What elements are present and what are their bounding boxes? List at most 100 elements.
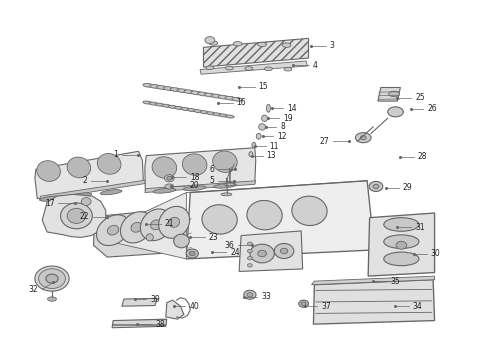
Ellipse shape	[194, 110, 202, 113]
Text: 28: 28	[417, 152, 427, 161]
Polygon shape	[42, 194, 106, 237]
Ellipse shape	[384, 218, 419, 231]
Text: 8: 8	[280, 122, 285, 131]
Ellipse shape	[143, 101, 151, 104]
Ellipse shape	[197, 92, 208, 96]
Ellipse shape	[61, 203, 92, 229]
Ellipse shape	[169, 217, 180, 227]
Ellipse shape	[262, 115, 268, 122]
Polygon shape	[35, 151, 144, 199]
Ellipse shape	[369, 181, 383, 192]
Text: 4: 4	[313, 61, 318, 70]
Ellipse shape	[209, 41, 218, 45]
Text: 17: 17	[45, 199, 54, 208]
Ellipse shape	[280, 248, 288, 254]
Ellipse shape	[267, 104, 270, 112]
Ellipse shape	[98, 153, 121, 174]
Ellipse shape	[35, 266, 69, 291]
Text: 16: 16	[237, 98, 246, 107]
Text: 38: 38	[155, 320, 165, 329]
Ellipse shape	[224, 183, 235, 186]
Ellipse shape	[173, 234, 189, 248]
Ellipse shape	[167, 176, 172, 180]
Ellipse shape	[245, 67, 253, 70]
Ellipse shape	[100, 190, 122, 195]
Text: 6: 6	[209, 165, 214, 174]
Text: 18: 18	[190, 173, 200, 182]
Polygon shape	[314, 280, 435, 324]
Ellipse shape	[247, 201, 282, 230]
Text: 24: 24	[230, 248, 240, 257]
Ellipse shape	[143, 84, 153, 87]
Text: 33: 33	[261, 292, 271, 301]
Ellipse shape	[186, 249, 198, 258]
Text: 26: 26	[427, 104, 437, 113]
Text: 34: 34	[413, 302, 422, 311]
Polygon shape	[200, 61, 308, 74]
Text: 25: 25	[415, 93, 425, 102]
Polygon shape	[106, 193, 186, 259]
Ellipse shape	[258, 42, 267, 46]
Polygon shape	[94, 209, 182, 257]
Text: 14: 14	[287, 104, 296, 113]
Ellipse shape	[70, 193, 92, 198]
Ellipse shape	[67, 157, 91, 178]
Text: 1: 1	[113, 150, 118, 159]
Text: 40: 40	[189, 302, 199, 311]
Text: 11: 11	[270, 142, 279, 151]
Ellipse shape	[202, 205, 237, 234]
Ellipse shape	[37, 161, 60, 181]
Ellipse shape	[259, 124, 266, 130]
Text: 39: 39	[150, 294, 160, 303]
Ellipse shape	[256, 134, 261, 139]
Text: 30: 30	[431, 249, 441, 258]
Ellipse shape	[282, 43, 291, 47]
Ellipse shape	[360, 135, 366, 140]
Ellipse shape	[204, 93, 215, 97]
Ellipse shape	[205, 37, 215, 44]
Ellipse shape	[249, 152, 253, 157]
Polygon shape	[186, 181, 374, 259]
Ellipse shape	[165, 184, 173, 189]
Ellipse shape	[149, 102, 158, 105]
Ellipse shape	[247, 249, 252, 253]
Ellipse shape	[191, 91, 201, 95]
Ellipse shape	[121, 212, 152, 243]
Ellipse shape	[247, 293, 253, 297]
Ellipse shape	[164, 87, 174, 90]
Ellipse shape	[274, 243, 294, 258]
Ellipse shape	[232, 98, 243, 101]
Ellipse shape	[177, 89, 188, 93]
Text: 23: 23	[209, 233, 219, 242]
Ellipse shape	[39, 269, 66, 288]
Ellipse shape	[213, 151, 237, 172]
Ellipse shape	[284, 67, 292, 71]
Ellipse shape	[225, 96, 236, 100]
Text: 15: 15	[259, 82, 269, 91]
Ellipse shape	[258, 250, 267, 257]
Ellipse shape	[396, 241, 407, 249]
Ellipse shape	[175, 107, 183, 109]
Ellipse shape	[152, 157, 177, 178]
Text: 5: 5	[209, 176, 214, 185]
Ellipse shape	[48, 297, 56, 301]
Ellipse shape	[389, 91, 399, 96]
Ellipse shape	[153, 188, 176, 193]
Ellipse shape	[81, 198, 91, 206]
Ellipse shape	[384, 252, 419, 266]
Polygon shape	[40, 180, 147, 200]
Ellipse shape	[213, 113, 221, 116]
Ellipse shape	[187, 109, 196, 112]
Ellipse shape	[225, 115, 234, 118]
Text: 36: 36	[224, 241, 234, 250]
Ellipse shape	[156, 103, 164, 106]
Text: 37: 37	[321, 302, 331, 311]
Ellipse shape	[164, 175, 174, 182]
Text: 13: 13	[267, 151, 276, 160]
Ellipse shape	[146, 234, 153, 241]
Ellipse shape	[140, 209, 172, 241]
Ellipse shape	[46, 274, 58, 283]
Text: 12: 12	[277, 132, 287, 141]
Ellipse shape	[301, 302, 306, 306]
Ellipse shape	[388, 107, 403, 117]
